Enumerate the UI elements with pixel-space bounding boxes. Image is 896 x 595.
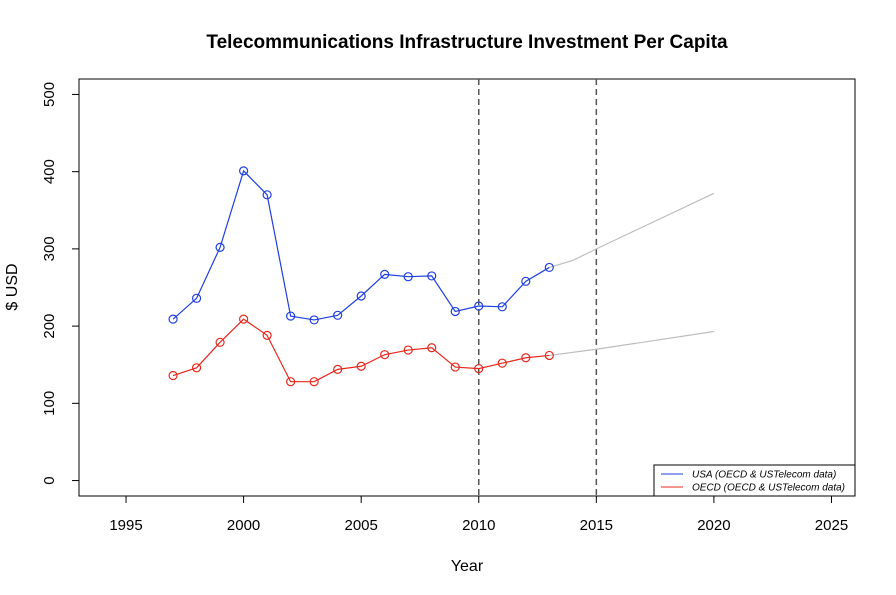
projection-lines xyxy=(549,192,715,357)
data-series xyxy=(168,166,554,387)
data-point-1-1999 xyxy=(215,337,225,347)
reference-lines xyxy=(478,79,598,496)
data-point-1-2000 xyxy=(239,314,249,324)
data-point-1-2013 xyxy=(544,350,554,361)
data-point-1-2010 xyxy=(474,363,484,374)
data-point-1-2004 xyxy=(333,364,343,374)
data-point-0-2006 xyxy=(380,269,390,279)
data-point-1-1997 xyxy=(168,370,178,381)
data-point-1-2009 xyxy=(450,362,460,372)
data-point-0-1998 xyxy=(191,293,202,303)
x-axis: 1995 2000 2005 2010 2015 2020 2025 xyxy=(109,495,848,534)
data-point-1-2003 xyxy=(309,377,319,387)
data-point-1-2012 xyxy=(521,353,531,363)
data-point-0-2007 xyxy=(403,272,413,282)
data-point-0-2000 xyxy=(239,166,249,176)
data-point-0-1999 xyxy=(215,242,225,252)
data-point-1-2001 xyxy=(262,330,272,340)
y-axis: 0 100 200 300 400 500 xyxy=(41,82,80,485)
x-axis-label: Year xyxy=(451,558,484,575)
chart-title: Telecommunications Infrastructure Invest… xyxy=(206,32,728,53)
data-point-1-2011 xyxy=(497,358,507,368)
y-tick-label-200: 200 xyxy=(41,314,58,339)
x-tick-label-2000: 2000 xyxy=(227,517,260,534)
data-point-0-2012 xyxy=(521,276,531,286)
x-tick-label-2015: 2015 xyxy=(580,517,613,534)
data-point-0-2002 xyxy=(286,311,296,321)
x-tick-label-2020: 2020 xyxy=(697,517,730,534)
data-point-0-1997 xyxy=(168,314,178,324)
data-point-1-2008 xyxy=(427,343,437,353)
data-point-0-2004 xyxy=(333,310,343,320)
y-tick-label-100: 100 xyxy=(41,391,58,416)
y-tick-label-300: 300 xyxy=(41,236,58,261)
legend-label-oecd: OECD (OECD & USTelecom data) xyxy=(692,483,845,494)
y-tick-label-400: 400 xyxy=(41,159,58,184)
data-point-1-1998 xyxy=(191,363,202,373)
x-tick-label-2025: 2025 xyxy=(815,517,848,534)
data-point-1-2002 xyxy=(286,377,296,387)
y-tick-label-0: 0 xyxy=(41,476,58,484)
data-point-0-2009 xyxy=(450,306,460,317)
y-axis-label: $ USD xyxy=(4,263,21,310)
series-line-0 xyxy=(172,169,550,321)
plot-area xyxy=(78,78,856,497)
x-tick-label-1995: 1995 xyxy=(109,517,142,534)
series-line-1 xyxy=(172,318,550,383)
projection-line-1 xyxy=(549,330,714,357)
data-point-0-2011 xyxy=(497,302,507,312)
data-point-1-2006 xyxy=(380,350,390,360)
data-point-0-2005 xyxy=(356,291,366,301)
legend-label-usa: USA (OECD & USTelecom data) xyxy=(692,470,836,481)
data-point-0-2003 xyxy=(309,315,319,325)
data-point-1-2007 xyxy=(403,345,413,355)
legend-box xyxy=(653,464,856,497)
x-tick-label-2010: 2010 xyxy=(462,517,495,534)
data-point-0-2010 xyxy=(474,301,484,311)
y-tick-label-500: 500 xyxy=(41,82,58,107)
data-point-0-2008 xyxy=(427,271,437,281)
data-point-0-2013 xyxy=(544,262,554,273)
legend: USA (OECD & USTelecom data) OECD (OECD &… xyxy=(653,464,856,497)
data-point-0-2001 xyxy=(262,190,272,200)
data-point-1-2005 xyxy=(356,361,366,371)
projection-line-0 xyxy=(549,192,715,268)
x-tick-label-2005: 2005 xyxy=(344,517,377,534)
